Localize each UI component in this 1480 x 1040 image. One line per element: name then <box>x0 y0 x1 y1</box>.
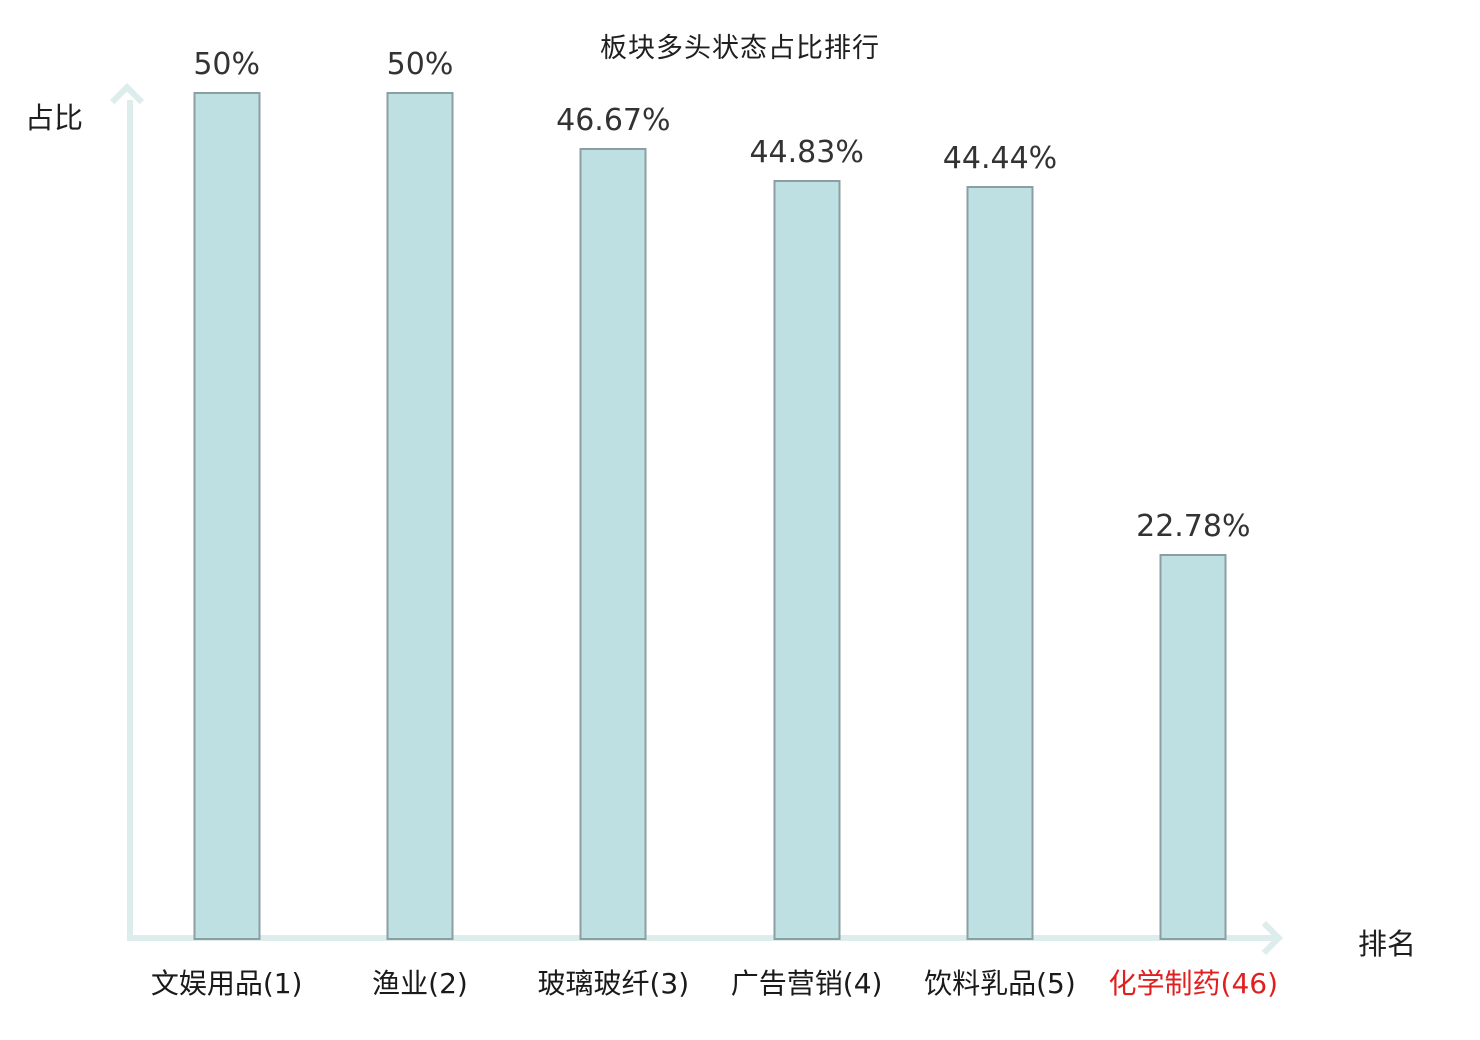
bar-value-label: 44.44% <box>942 141 1058 177</box>
y-axis-line <box>127 100 133 941</box>
chart-title: 板块多头状态占比排行 <box>600 33 880 64</box>
bar-category-label: 广告营销(4) <box>730 967 883 1000</box>
bar-category-label: 玻璃玻纤(3) <box>537 967 690 1000</box>
bar-group: 46.67% 玻璃玻纤(3) <box>517 90 710 1000</box>
bar-group: 44.83% 广告营销(4) <box>710 90 903 1000</box>
bar: 44.83% <box>749 135 864 940</box>
bar-group: 22.78% 化学制药(46) <box>1097 90 1290 1000</box>
bar-group: 50% 渔业(2) <box>323 47 516 1000</box>
x-axis-label: 排名 <box>1358 927 1417 961</box>
bar-value-label: 44.83% <box>749 134 864 170</box>
plot-area: 50% 文娱用品(1) 50% 渔业(2) 46.67% 玻璃玻纤(3) 44.83% 广告营… <box>130 47 1290 1000</box>
bar-category-label: 渔业(2) <box>372 967 468 1000</box>
bar-category-label: 文娱用品(1) <box>150 967 303 1000</box>
bar-group: 50% 文娱用品(1) <box>130 47 323 1000</box>
bar-value-label: 50% <box>386 47 454 82</box>
bar-category-label: 饮料乳品(5) <box>924 967 1076 1000</box>
bar-value-label: 46.67% <box>556 103 671 139</box>
bar-category-label: 化学制药(46) <box>1108 967 1279 1000</box>
bar-value-label: 22.78% <box>1136 508 1251 544</box>
bar: 46.67% <box>556 103 671 940</box>
bar: 50% <box>386 47 454 940</box>
bar-value-label: 50% <box>193 47 260 82</box>
y-axis-label: 占比 <box>25 101 84 135</box>
bar-group: 44.44% 饮料乳品(5) <box>903 90 1096 1000</box>
bar: 50% <box>193 47 261 940</box>
bar: 44.44% <box>943 141 1057 940</box>
x-axis-line <box>127 935 1277 941</box>
bar: 22.78% <box>1136 509 1250 940</box>
